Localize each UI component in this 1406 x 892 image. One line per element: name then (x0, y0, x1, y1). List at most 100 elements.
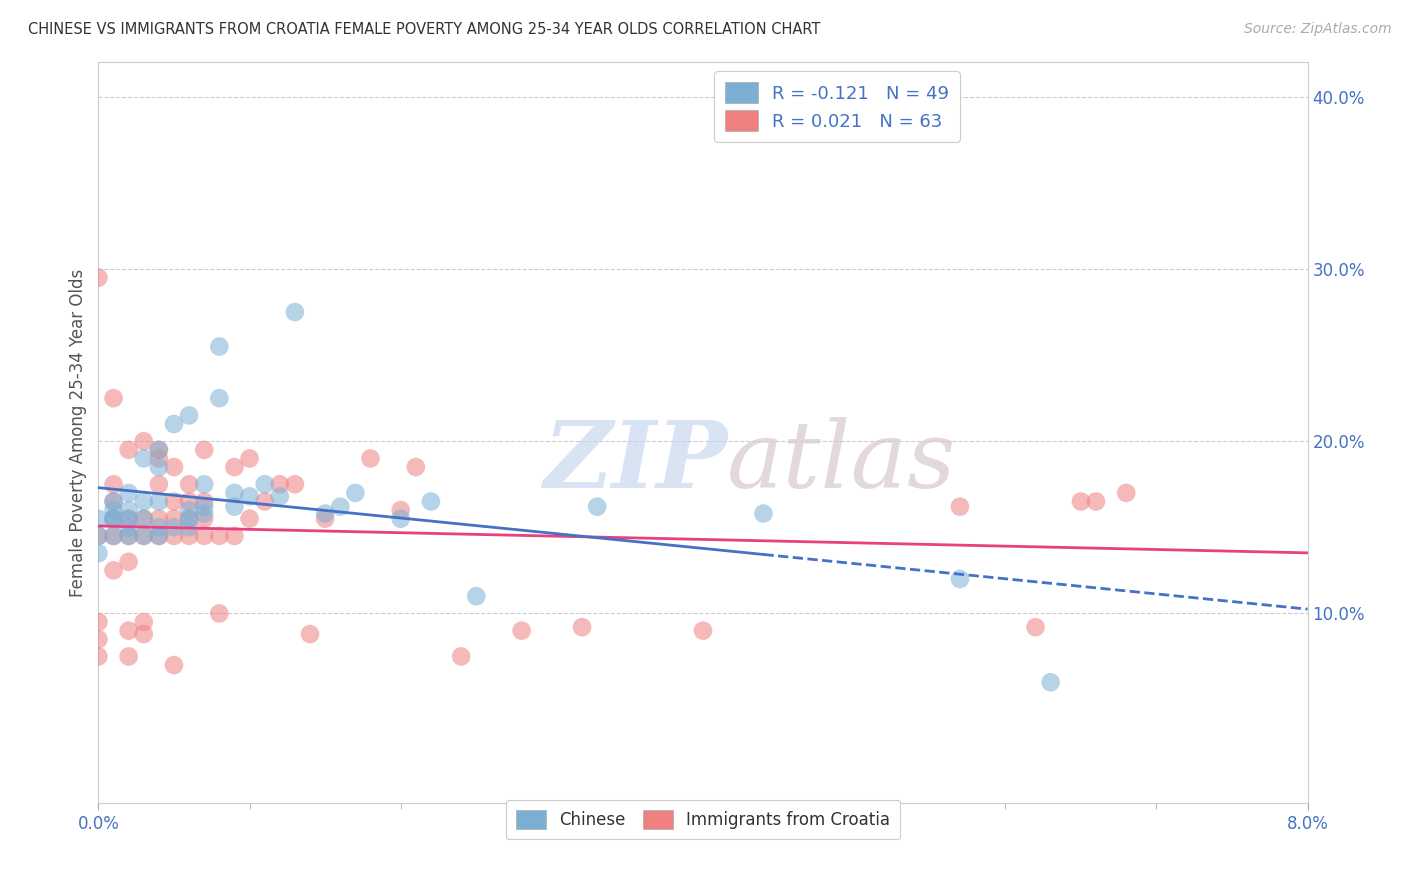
Point (752, 507, 775, 521)
Point (103, 563, 125, 577)
Point (239, 512, 262, 526)
Point (103, 512, 125, 526)
Point (87, 512, 110, 526)
Text: atlas: atlas (727, 417, 956, 508)
Point (87, 529, 110, 543)
Point (163, 512, 186, 526)
Point (103, 512, 125, 526)
Point (132, 451, 155, 466)
Point (179, 494, 201, 508)
Point (163, 417, 186, 431)
Point (132, 615, 155, 629)
Point (193, 477, 215, 491)
Point (179, 512, 201, 526)
Point (193, 512, 215, 526)
Point (1039, 675, 1062, 690)
Point (193, 507, 215, 521)
Point (208, 391, 231, 405)
Point (949, 500, 972, 514)
Point (389, 503, 412, 517)
Point (284, 477, 307, 491)
Point (163, 520, 186, 534)
Point (314, 507, 336, 521)
Point (179, 477, 201, 491)
Point (103, 391, 125, 405)
Point (132, 529, 155, 543)
Point (148, 477, 170, 491)
Point (208, 607, 231, 621)
Point (510, 624, 533, 638)
Point (299, 627, 322, 641)
Point (132, 512, 155, 526)
Point (193, 442, 215, 457)
Point (1115, 486, 1137, 500)
Point (103, 494, 125, 508)
Point (103, 503, 125, 517)
Point (344, 486, 367, 500)
Point (314, 512, 336, 526)
Point (269, 477, 291, 491)
Point (465, 589, 488, 603)
Point (179, 409, 201, 423)
Text: ZIP: ZIP (543, 417, 727, 508)
Point (405, 460, 427, 475)
Point (87, 649, 110, 664)
Point (586, 500, 609, 514)
Point (239, 451, 262, 466)
Point (103, 529, 125, 543)
Point (208, 529, 231, 543)
Point (239, 489, 262, 503)
Point (949, 572, 972, 586)
Point (224, 529, 246, 543)
Point (163, 460, 186, 475)
Point (389, 512, 412, 526)
Point (1025, 620, 1047, 634)
Point (329, 500, 352, 514)
Point (103, 494, 125, 508)
Point (118, 649, 141, 664)
Point (87, 615, 110, 629)
Point (193, 529, 215, 543)
Point (163, 529, 186, 543)
Point (148, 451, 170, 466)
Point (1085, 494, 1108, 508)
Point (103, 529, 125, 543)
Text: CHINESE VS IMMIGRANTS FROM CROATIA FEMALE POVERTY AMONG 25-34 YEAR OLDS CORRELAT: CHINESE VS IMMIGRANTS FROM CROATIA FEMAL… (28, 22, 821, 37)
Point (148, 442, 170, 457)
Point (148, 512, 170, 526)
Point (103, 512, 125, 526)
Point (103, 477, 125, 491)
Point (224, 460, 246, 475)
Point (163, 494, 186, 508)
Point (253, 477, 276, 491)
Y-axis label: Female Poverty Among 25-34 Year Olds: Female Poverty Among 25-34 Year Olds (69, 268, 87, 597)
Point (148, 520, 170, 534)
Point (208, 339, 231, 353)
Point (148, 494, 170, 508)
Point (193, 494, 215, 508)
Point (179, 520, 201, 534)
Point (284, 305, 307, 319)
Point (224, 500, 246, 514)
Point (692, 624, 714, 638)
Point (224, 486, 246, 500)
Point (179, 512, 201, 526)
Point (148, 529, 170, 543)
Point (148, 460, 170, 475)
Point (148, 442, 170, 457)
Point (118, 555, 141, 569)
Text: Source: ZipAtlas.com: Source: ZipAtlas.com (1244, 22, 1392, 37)
Point (132, 512, 155, 526)
Point (118, 512, 141, 526)
Point (118, 512, 141, 526)
Point (87, 529, 110, 543)
Point (118, 503, 141, 517)
Point (179, 529, 201, 543)
Point (253, 494, 276, 508)
Point (163, 658, 186, 673)
Point (193, 500, 215, 514)
Point (118, 624, 141, 638)
Point (360, 451, 382, 466)
Point (118, 442, 141, 457)
Point (118, 486, 141, 500)
